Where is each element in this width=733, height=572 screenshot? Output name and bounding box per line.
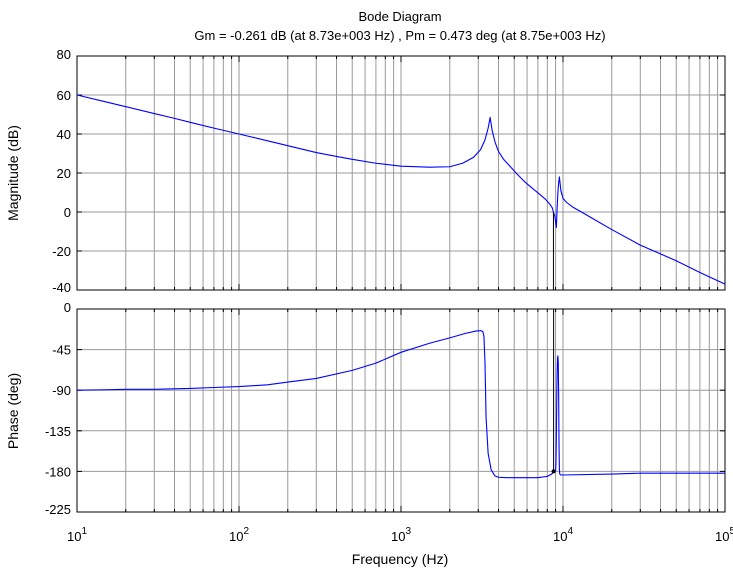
phase-panel: -225 -180 -135 -90 -45 0 — [45, 300, 726, 517]
y-tick-label: -20 — [52, 244, 71, 259]
x-tick-label: 102 — [229, 526, 249, 544]
chart-subtitle: Gm = -0.261 dB (at 8.73e+003 Hz) , Pm = … — [194, 28, 605, 43]
x-axis-label: Frequency (Hz) — [352, 551, 448, 567]
y-tick-label: -225 — [45, 502, 71, 517]
y-tick-label: -180 — [45, 464, 71, 479]
phase-axis-label: Phase (deg) — [5, 373, 21, 449]
x-tick-exponent: 3 — [405, 526, 411, 537]
x-tick-label: 103 — [391, 526, 411, 544]
magnitude-panel: -40 -20 0 20 40 60 80 — [52, 47, 726, 295]
chart-title: Bode Diagram — [358, 9, 441, 24]
x-tick-exponent: 1 — [81, 526, 87, 537]
x-tick-label: 105 — [715, 526, 733, 544]
y-tick-label: 0 — [64, 300, 71, 315]
y-tick-label: -45 — [52, 343, 71, 358]
y-tick-label: -90 — [52, 383, 71, 398]
y-tick-label: 40 — [57, 127, 71, 142]
y-tick-label: 60 — [57, 88, 71, 103]
phase-margin-dot — [551, 469, 556, 474]
x-tick-base: 10 — [391, 529, 405, 544]
y-tick-label: -40 — [52, 280, 71, 295]
x-tick-base: 10 — [553, 529, 567, 544]
x-tick-base: 10 — [229, 529, 243, 544]
x-tick-exponent: 5 — [729, 526, 733, 537]
y-tick-label: 0 — [64, 205, 71, 220]
series-line — [76, 330, 725, 479]
x-tick-base: 10 — [715, 529, 729, 544]
x-tick-exponent: 2 — [243, 526, 249, 537]
magnitude-axis-label: Magnitude (dB) — [5, 125, 21, 221]
axes-frame — [76, 308, 726, 513]
x-tick-label: 101 — [67, 526, 87, 544]
axes-frame — [76, 55, 726, 291]
x-tick-exponent: 4 — [567, 526, 573, 537]
y-tick-label: 20 — [57, 166, 71, 181]
x-tick-label: 104 — [553, 526, 573, 544]
x-tick-base: 10 — [67, 529, 81, 544]
series-line — [76, 94, 726, 285]
y-tick-label: -135 — [45, 424, 71, 439]
y-tick-label: 80 — [57, 47, 71, 62]
